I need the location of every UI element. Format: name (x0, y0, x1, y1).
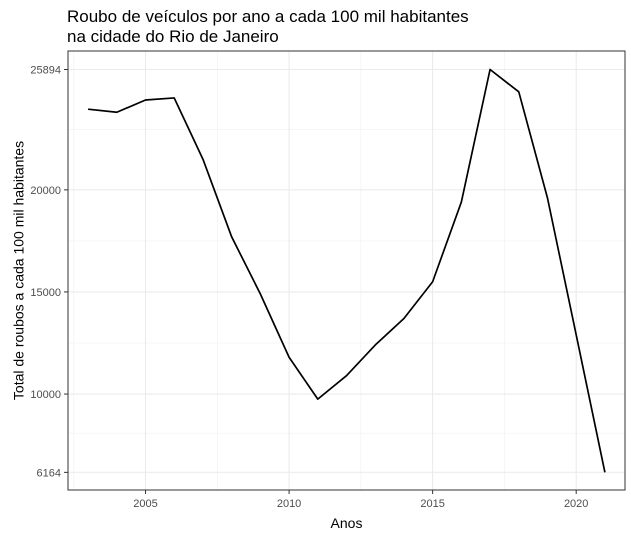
x-tick-label: 2015 (420, 498, 444, 510)
axes: 2005 2010 2015 2020 6164 10000 15000 20000 25894 (30, 64, 588, 510)
y-tick-label: 15000 (30, 287, 61, 299)
series-layer (88, 68, 606, 473)
x-axis-title: Anos (331, 515, 363, 531)
y-tick-label: 6164 (37, 467, 61, 479)
y-tick-label: 10000 (30, 389, 61, 401)
chart-title-line-2: na cidade do Rio de Janeiro (67, 27, 279, 46)
y-tick-label: 25894 (30, 64, 61, 76)
series-line (88, 68, 606, 473)
y-tick-label: 20000 (30, 185, 61, 197)
chart-title-line-1: Roubo de veículos por ano a cada 100 mil… (67, 7, 469, 26)
y-axis-title: Total de roubos a cada 100 mil habitante… (11, 141, 27, 400)
grid (68, 51, 625, 490)
x-tick-label: 2010 (277, 498, 301, 510)
plot-panel-border (67, 50, 626, 491)
x-tick-label: 2020 (564, 498, 588, 510)
x-tick-label: 2005 (133, 498, 157, 510)
